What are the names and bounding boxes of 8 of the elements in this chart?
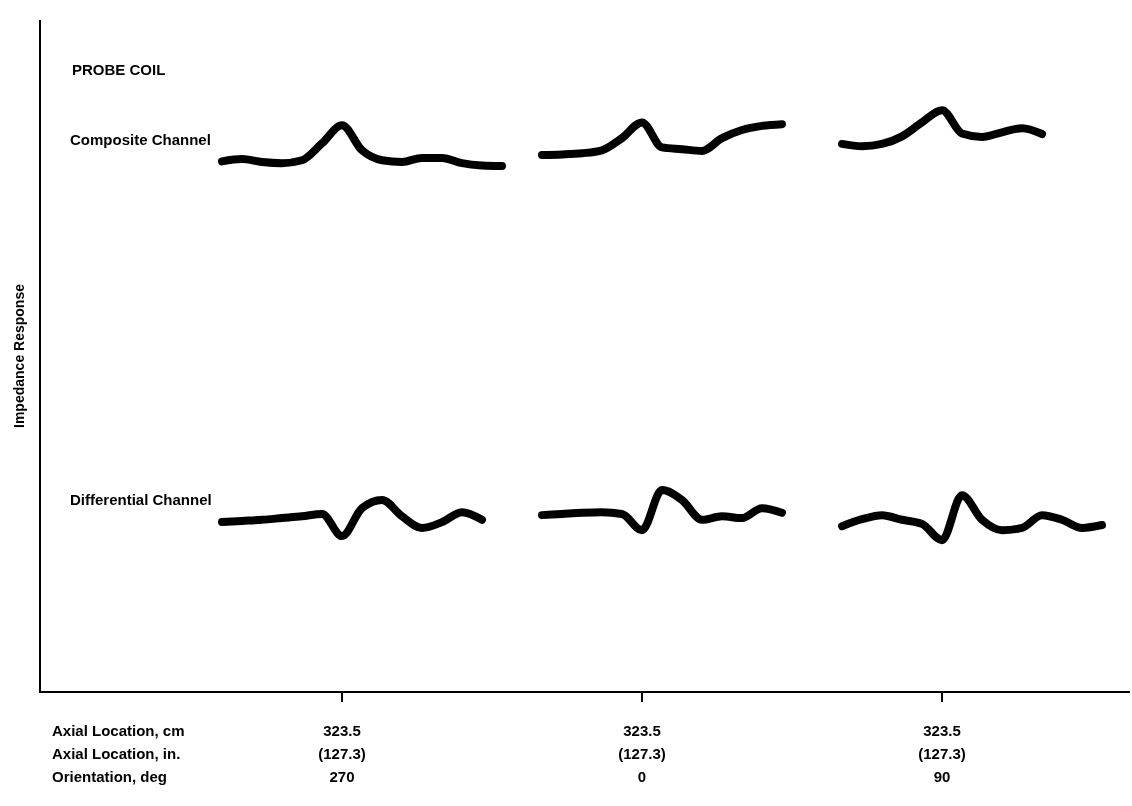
y-axis-title: Impedance Response xyxy=(11,283,27,428)
text: PROBE COIL xyxy=(72,61,166,78)
x-axis-title: Axial Location, cm Axial Location, in. Orientation, deg xyxy=(52,722,185,785)
x-tick-label: 323.5 (127.3) 0 xyxy=(618,722,666,785)
x-tick-label: 323.5 (127.3) 270 xyxy=(318,722,366,785)
annotation: Differential Channel xyxy=(70,491,212,508)
x-tick-label: 323.5 (127.3) 90 xyxy=(918,722,966,785)
annotation: Composite Channel xyxy=(70,131,211,148)
